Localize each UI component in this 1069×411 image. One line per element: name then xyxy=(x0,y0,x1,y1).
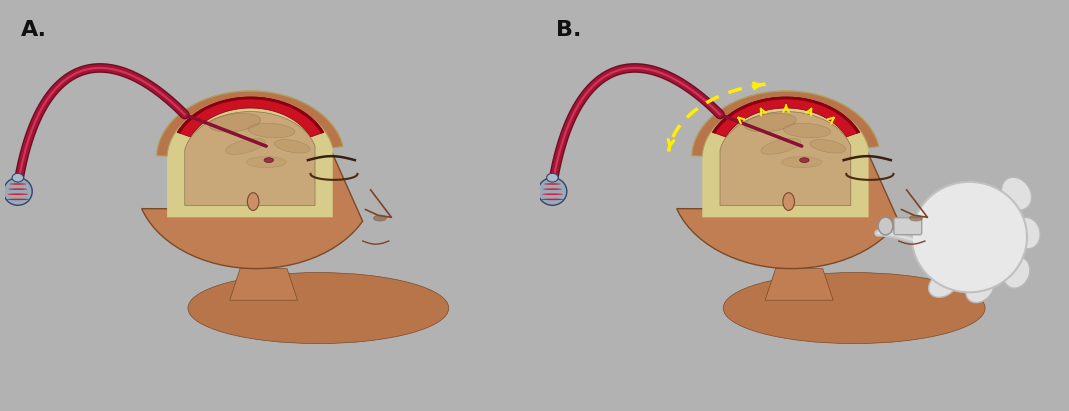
Ellipse shape xyxy=(810,140,846,153)
Ellipse shape xyxy=(246,157,286,168)
Ellipse shape xyxy=(1002,177,1032,210)
Polygon shape xyxy=(185,112,315,206)
Ellipse shape xyxy=(7,194,28,195)
Ellipse shape xyxy=(784,123,831,138)
Polygon shape xyxy=(167,99,332,217)
Ellipse shape xyxy=(538,178,567,206)
Polygon shape xyxy=(712,97,859,133)
Polygon shape xyxy=(230,269,297,300)
Polygon shape xyxy=(702,99,869,217)
Ellipse shape xyxy=(1013,217,1040,249)
Polygon shape xyxy=(141,95,362,268)
Ellipse shape xyxy=(965,274,994,302)
Ellipse shape xyxy=(275,140,310,153)
Ellipse shape xyxy=(1003,257,1029,288)
Ellipse shape xyxy=(912,182,1027,292)
Ellipse shape xyxy=(10,183,27,185)
Ellipse shape xyxy=(929,272,958,297)
Polygon shape xyxy=(765,269,833,300)
Ellipse shape xyxy=(226,138,265,155)
Ellipse shape xyxy=(783,193,794,210)
Text: B.: B. xyxy=(556,20,580,40)
Ellipse shape xyxy=(546,173,558,182)
Ellipse shape xyxy=(188,272,449,344)
Ellipse shape xyxy=(543,188,562,190)
Ellipse shape xyxy=(879,217,893,235)
Ellipse shape xyxy=(781,157,822,168)
Polygon shape xyxy=(677,95,899,268)
Polygon shape xyxy=(177,97,324,137)
Ellipse shape xyxy=(373,215,386,221)
Ellipse shape xyxy=(744,113,796,132)
Ellipse shape xyxy=(6,199,29,200)
Polygon shape xyxy=(157,91,343,156)
Ellipse shape xyxy=(264,158,274,162)
Ellipse shape xyxy=(724,272,986,344)
Ellipse shape xyxy=(248,123,295,138)
Ellipse shape xyxy=(9,188,27,190)
Polygon shape xyxy=(177,95,322,162)
Polygon shape xyxy=(721,112,851,206)
Ellipse shape xyxy=(210,113,261,132)
Ellipse shape xyxy=(761,138,801,155)
Polygon shape xyxy=(692,91,879,156)
Ellipse shape xyxy=(3,178,32,206)
Polygon shape xyxy=(177,97,324,133)
Ellipse shape xyxy=(910,215,923,221)
FancyBboxPatch shape xyxy=(894,218,921,235)
Polygon shape xyxy=(713,95,858,162)
Ellipse shape xyxy=(542,194,563,195)
Ellipse shape xyxy=(247,193,259,210)
Ellipse shape xyxy=(544,183,561,185)
Polygon shape xyxy=(712,97,859,137)
Ellipse shape xyxy=(541,199,564,200)
Ellipse shape xyxy=(800,158,809,162)
Text: A.: A. xyxy=(21,20,47,40)
Ellipse shape xyxy=(12,173,24,182)
